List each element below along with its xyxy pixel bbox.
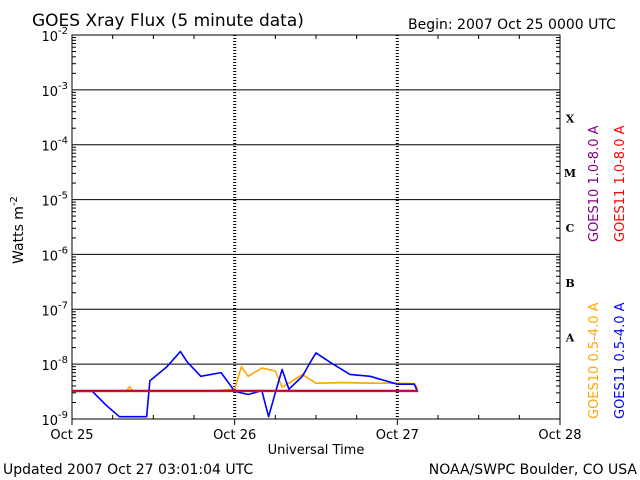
credit-text: NOAA/SWPC Boulder, CO USA (429, 462, 638, 478)
plot-area: Oct 25 Oct 26 Oct 27 Oct 28 10-2 10-3 10-4 10-5… (41, 26, 581, 443)
y-tick-label: 10-6 (41, 245, 68, 264)
y-tick-label: 10-2 (41, 26, 68, 45)
x-tick-label: Oct 25 (50, 428, 93, 443)
flare-class-label: B (565, 277, 574, 290)
series-line (72, 350, 419, 418)
begin-date: Begin: 2007 Oct 25 0000 UTC (408, 17, 616, 33)
updated-timestamp: Updated 2007 Oct 27 03:01:04 UTC (3, 462, 253, 478)
y-tick-label: 10-3 (41, 81, 68, 100)
plot-frame (71, 34, 561, 420)
legend-entry: GOES10 0.5-4.0 A (587, 302, 602, 419)
y-axis-label: Watts m-2 (9, 196, 27, 264)
legend-entry: GOES10 1.0-8.0 A (587, 125, 602, 242)
y-tick-label: 10-7 (41, 300, 68, 319)
y-tick-label: 10-5 (41, 191, 68, 210)
x-tick-label: Oct 28 (538, 428, 581, 443)
y-tick-label: 10-9 (41, 410, 68, 429)
flare-class-label: A (565, 332, 575, 345)
flare-class-label: M (564, 167, 576, 180)
chart-title: GOES Xray Flux (5 minute data) (32, 11, 304, 31)
legend: GOES10 1.0-8.0 A GOES11 1.0-8.0 A GOES10 0… (587, 125, 628, 419)
y-tick-label: 10-8 (41, 355, 68, 374)
legend-entry: GOES11 0.5-4.0 A (613, 302, 628, 419)
legend-entry: GOES11 1.0-8.0 A (613, 125, 628, 242)
series-line (72, 365, 419, 393)
x-axis-label: Universal Time (268, 443, 365, 458)
y-tick-label: 10-4 (41, 136, 68, 155)
x-tick-label: Oct 27 (376, 428, 419, 443)
y-axis-label-text: Watts m (11, 206, 27, 264)
y-axis-label-sup: -2 (9, 196, 20, 206)
svg-text:Watts m-2: Watts m-2 (9, 196, 27, 264)
flare-class-label: C (566, 222, 575, 235)
flare-class-label: X (566, 112, 575, 125)
x-tick-label: Oct 26 (213, 428, 256, 443)
